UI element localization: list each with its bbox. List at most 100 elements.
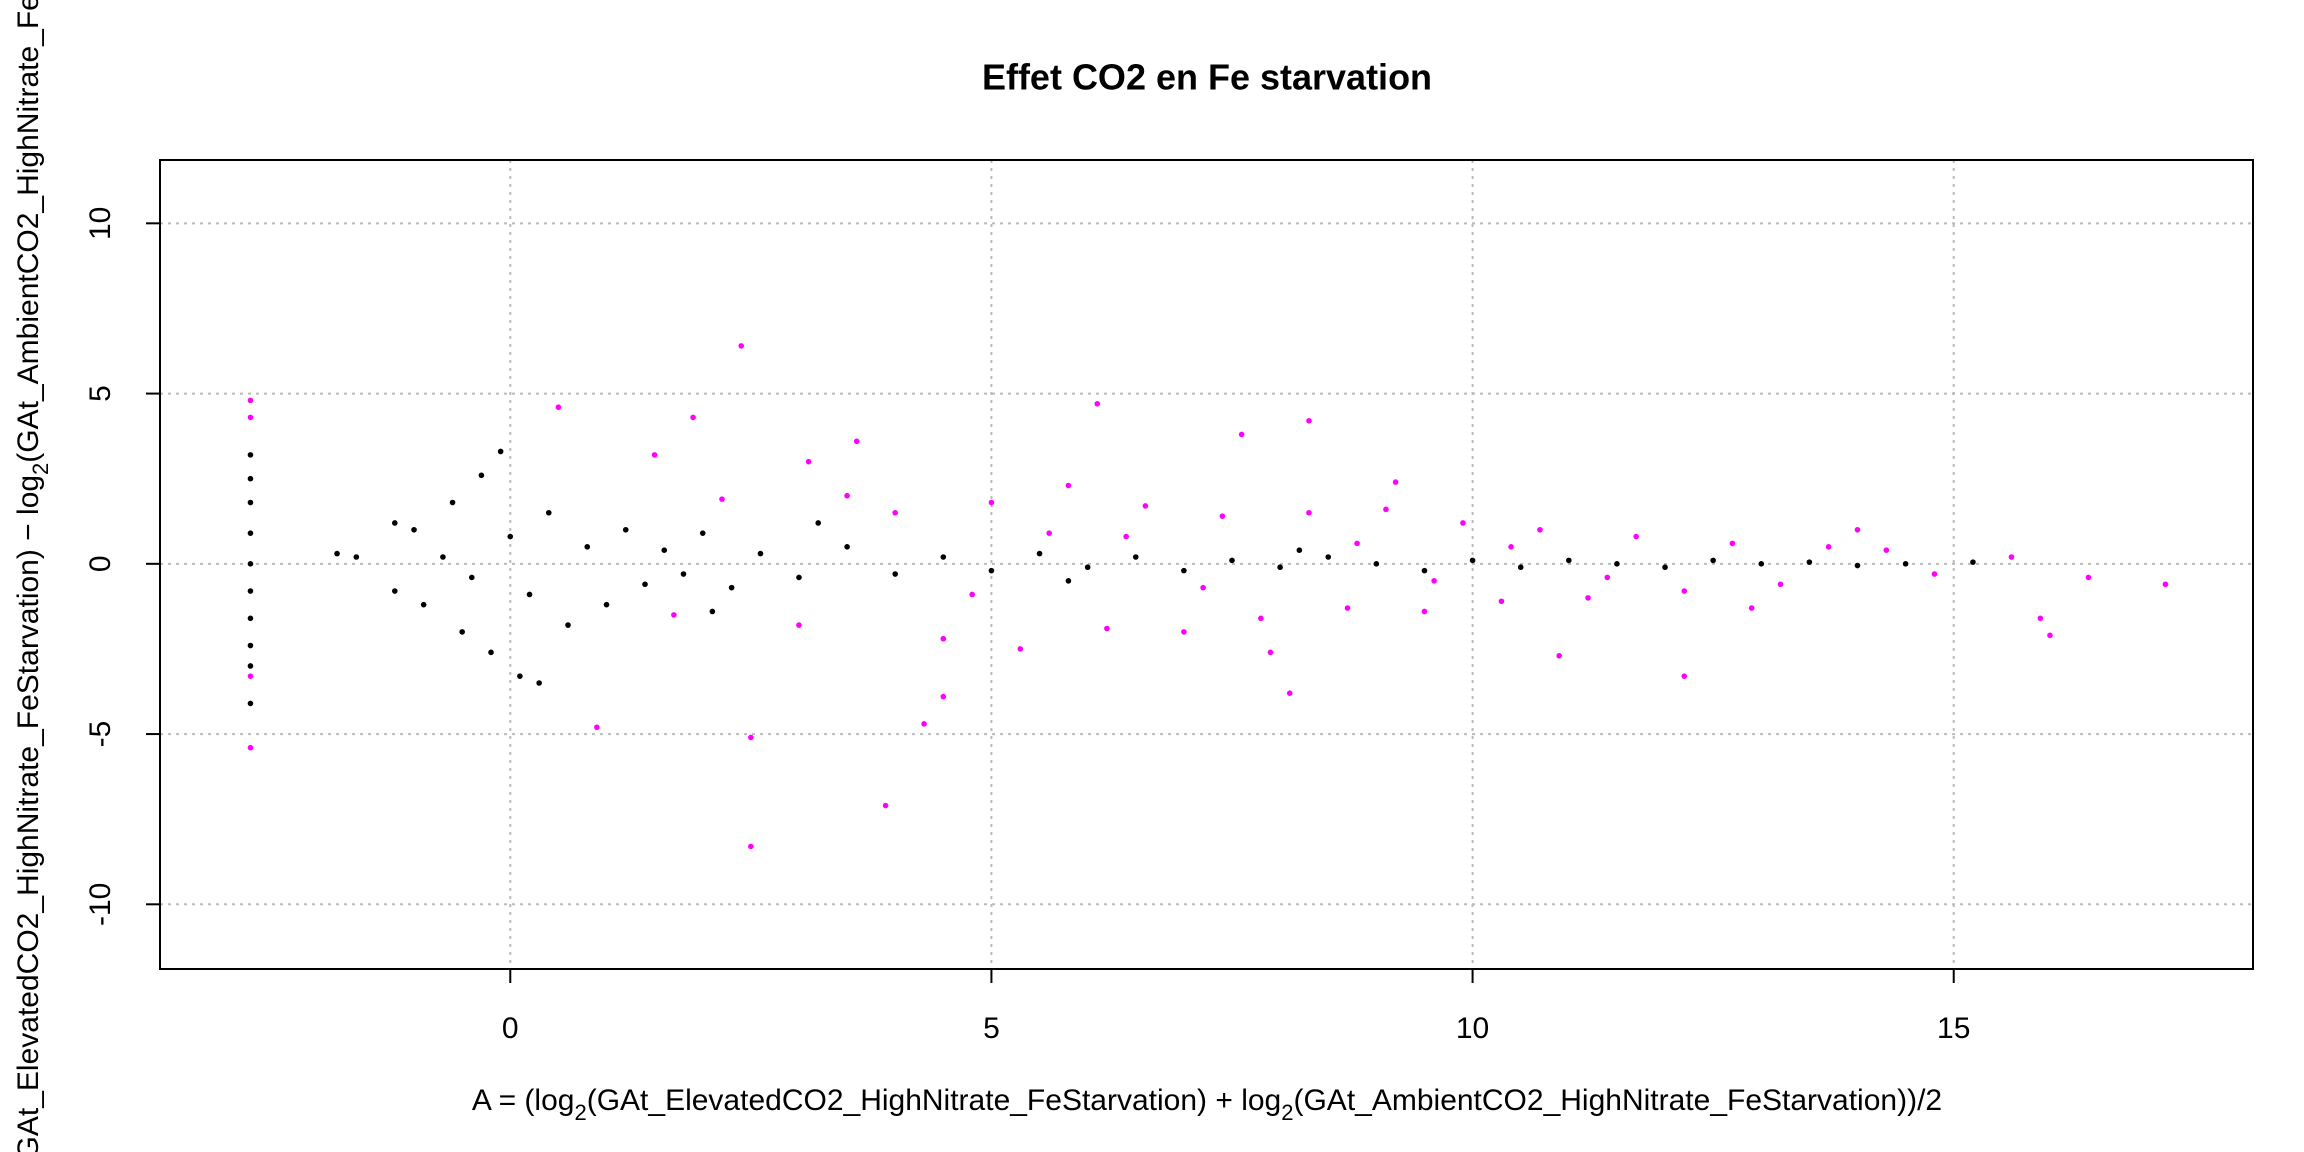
x-axis-label-part: (GAt_AmbientCO2_HighNitrate_FeStarvation…: [1293, 1084, 1942, 1117]
point: [1392, 479, 1399, 485]
point: [1373, 561, 1380, 567]
x-tick-label: 0: [502, 1012, 519, 1045]
point: [1729, 540, 1736, 547]
point: [2047, 632, 2053, 639]
point: [1681, 673, 1688, 679]
point: [796, 622, 802, 628]
point: [728, 584, 735, 591]
point: [1354, 540, 1360, 547]
point: [440, 554, 446, 560]
point: [1854, 526, 1861, 533]
point: [1123, 533, 1129, 540]
point: [1200, 584, 1206, 591]
point: [1017, 646, 1024, 652]
point: [247, 700, 254, 707]
point: [1777, 581, 1784, 588]
point: [1277, 564, 1283, 571]
point: [247, 663, 254, 669]
point: [1104, 625, 1110, 632]
point: [1084, 564, 1091, 571]
point: [497, 448, 504, 455]
point: [1537, 526, 1543, 533]
point: [1931, 571, 1938, 577]
point: [1854, 562, 1861, 569]
point: [680, 571, 687, 577]
point: [1604, 574, 1611, 581]
point: [468, 574, 475, 581]
x-tick-label: 5: [983, 1012, 1000, 1045]
point: [1566, 557, 1572, 564]
y-axis-label: M = log2(GAt_ElevatedCO2_HighNitrate_FeS…: [12, 0, 53, 1152]
point: [507, 533, 514, 540]
point: [1614, 561, 1620, 567]
point: [642, 581, 648, 588]
point: [757, 550, 764, 557]
point: [1325, 554, 1332, 560]
point: [392, 588, 398, 594]
point: [661, 547, 668, 553]
y-axis-label-part: (GAt_ElevatedCO2_HighNitrate_FeStarvatio…: [12, 475, 45, 1152]
point: [1065, 482, 1072, 489]
point: [844, 492, 850, 499]
point: [411, 526, 417, 533]
point: [247, 475, 254, 482]
point: [1306, 509, 1312, 516]
point: [584, 543, 591, 550]
point: [892, 509, 898, 516]
point: [594, 724, 600, 731]
y-axis-label-part: 2: [28, 463, 53, 475]
point: [805, 458, 812, 465]
x-tick-label: 10: [1456, 1012, 1489, 1045]
point: [1508, 543, 1514, 550]
x-axis-label-part: 2: [574, 1100, 586, 1125]
point: [988, 499, 995, 506]
point: [2162, 581, 2169, 588]
point: [334, 550, 340, 557]
point: [1065, 578, 1072, 584]
point: [247, 499, 254, 506]
point: [1181, 567, 1187, 574]
y-tick-label: -5: [84, 721, 117, 748]
x-axis-label: A = (log2(GAt_ElevatedCO2_HighNitrate_Fe…: [472, 1084, 1942, 1125]
point: [1267, 649, 1274, 656]
x-axis-label-part: 2: [1281, 1100, 1293, 1125]
point: [882, 802, 889, 809]
point: [1883, 547, 1890, 553]
point: [940, 635, 947, 642]
point: [651, 452, 658, 458]
point: [1633, 533, 1639, 540]
point: [1238, 431, 1245, 438]
point: [1460, 520, 1466, 526]
point: [2085, 574, 2092, 581]
point: [488, 649, 494, 656]
point: [622, 526, 629, 533]
point: [247, 615, 254, 622]
point: [2008, 554, 2015, 560]
point: [449, 499, 456, 506]
point: [709, 608, 716, 615]
point: [1421, 567, 1428, 574]
point: [1132, 554, 1139, 560]
plot-frame: [159, 159, 2254, 970]
point: [545, 509, 552, 516]
point: [1219, 513, 1226, 519]
point: [478, 472, 485, 479]
point: [392, 520, 398, 526]
point: [921, 721, 927, 727]
point: [738, 343, 745, 349]
point: [1710, 557, 1716, 564]
point: [1498, 598, 1505, 605]
point: [969, 591, 975, 598]
point: [1383, 506, 1389, 513]
point: [671, 612, 677, 618]
y-tick-label: 0: [84, 555, 117, 572]
point: [1970, 559, 1976, 565]
point: [1469, 557, 1476, 564]
point: [247, 530, 254, 536]
point: [1431, 578, 1437, 584]
point: [1286, 690, 1293, 697]
point: [1306, 418, 1312, 424]
